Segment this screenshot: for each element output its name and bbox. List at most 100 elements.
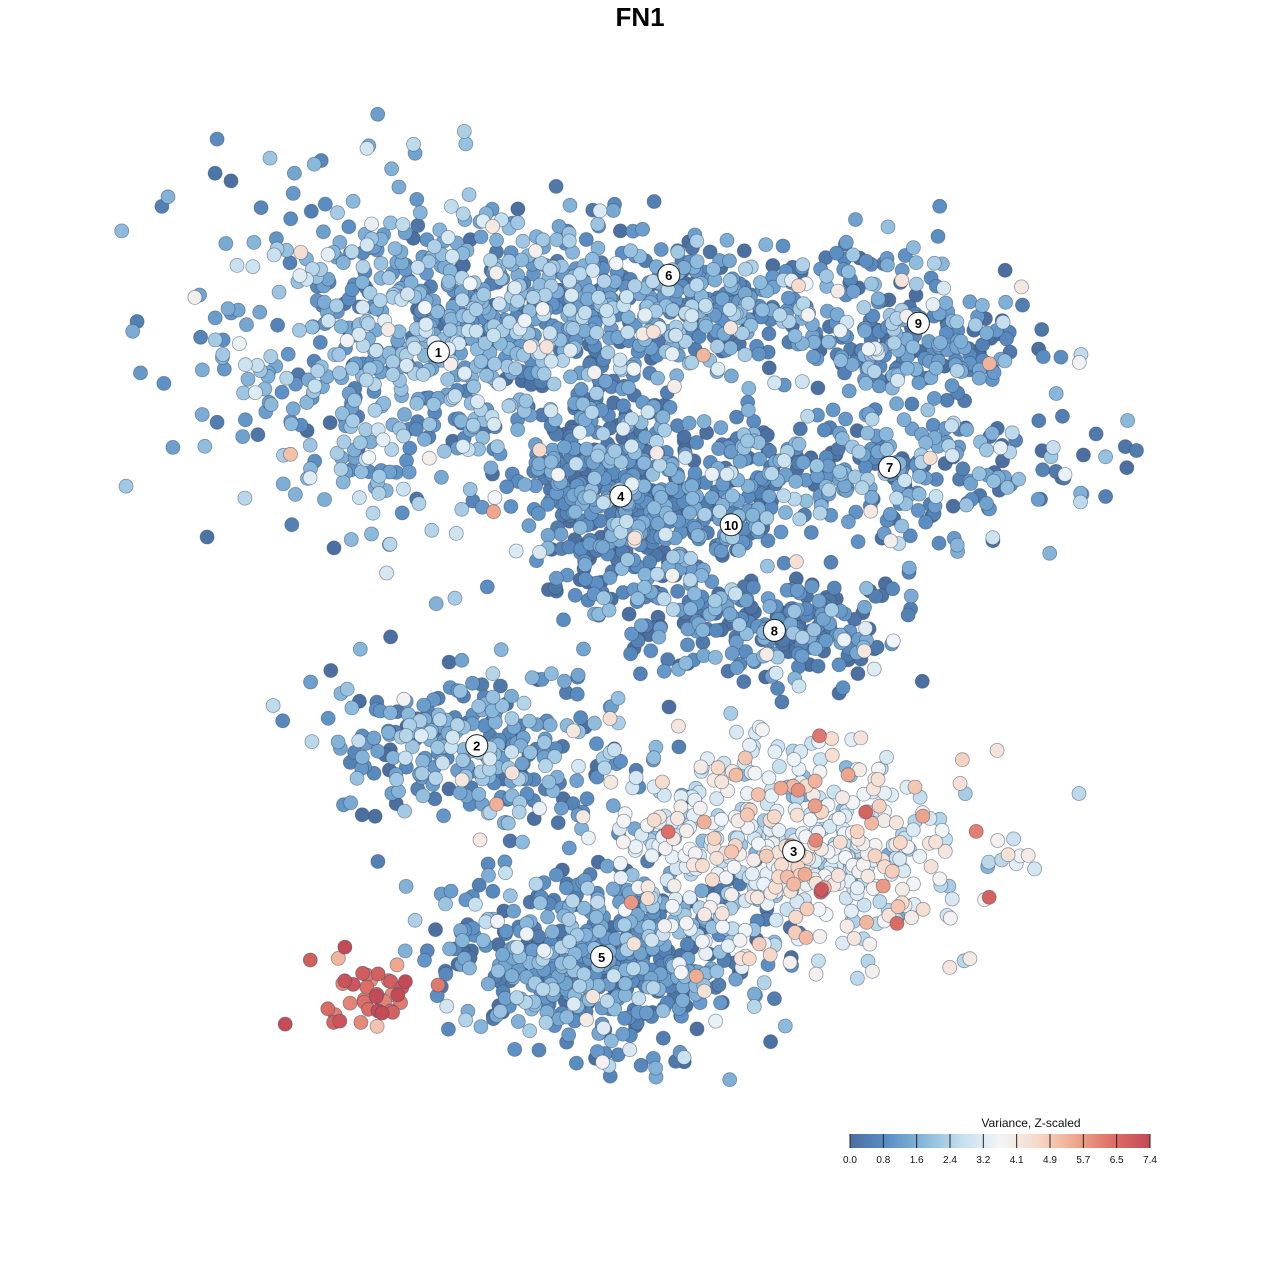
- data-point: [736, 674, 752, 690]
- data-point: [637, 580, 652, 595]
- data-point: [628, 839, 644, 855]
- data-point: [682, 505, 697, 521]
- data-point: [751, 936, 767, 952]
- data-point: [303, 674, 319, 690]
- data-point: [712, 503, 727, 519]
- data-point: [545, 924, 560, 940]
- data-point: [569, 773, 585, 789]
- data-point: [320, 1001, 336, 1017]
- data-point: [729, 724, 744, 740]
- data-point: [246, 234, 262, 250]
- data-point: [349, 770, 365, 786]
- data-point: [763, 1034, 778, 1050]
- svg-text:8: 8: [771, 623, 778, 638]
- data-point: [644, 848, 660, 864]
- data-point: [788, 909, 804, 925]
- data-point: [354, 274, 370, 290]
- data-point: [415, 753, 431, 769]
- data-point: [819, 268, 834, 284]
- data-point: [684, 478, 700, 494]
- data-point: [689, 254, 705, 270]
- data-point: [751, 836, 766, 852]
- data-point: [245, 259, 261, 275]
- cluster-label-2: 2: [465, 734, 489, 758]
- data-point: [501, 253, 517, 269]
- data-point: [1004, 425, 1020, 441]
- data-point: [656, 591, 672, 607]
- legend-tick-label: 4.9: [1043, 1155, 1057, 1166]
- data-point: [531, 506, 546, 521]
- data-point: [792, 421, 808, 437]
- data-point: [553, 526, 569, 542]
- data-point: [412, 205, 428, 221]
- data-point: [440, 1021, 456, 1037]
- data-point: [515, 834, 530, 850]
- legend-tick-label: 7.4: [1143, 1155, 1157, 1166]
- data-point: [862, 936, 878, 952]
- data-point: [646, 500, 662, 516]
- data-point: [566, 723, 581, 739]
- data-point: [409, 395, 425, 411]
- data-point: [799, 901, 815, 917]
- data-point: [538, 758, 553, 774]
- data-point: [737, 750, 753, 766]
- data-point: [207, 310, 223, 326]
- data-point: [651, 629, 667, 645]
- data-point: [692, 800, 708, 816]
- data-point: [932, 198, 948, 214]
- data-point: [510, 201, 526, 217]
- data-point: [486, 504, 501, 520]
- data-point: [307, 378, 323, 394]
- data-point: [795, 455, 811, 470]
- data-point: [971, 370, 987, 386]
- data-point: [821, 334, 836, 350]
- data-point: [905, 339, 921, 355]
- data-point: [567, 587, 583, 603]
- data-point: [747, 986, 762, 1002]
- data-point: [899, 360, 915, 376]
- data-point: [657, 918, 672, 934]
- data-point: [689, 435, 704, 450]
- data-point: [522, 1023, 538, 1039]
- data-point: [339, 681, 355, 697]
- data-point: [304, 319, 320, 335]
- data-point: [839, 918, 855, 934]
- data-point: [235, 429, 251, 445]
- data-point: [592, 923, 607, 939]
- data-point: [1048, 386, 1064, 401]
- data-point: [293, 244, 309, 260]
- data-point: [626, 961, 641, 977]
- data-point: [787, 603, 802, 619]
- data-point: [648, 1060, 664, 1076]
- data-point: [344, 360, 360, 376]
- data-point: [1000, 847, 1016, 863]
- data-point: [426, 239, 442, 255]
- data-point: [537, 735, 552, 750]
- data-point: [649, 445, 665, 461]
- data-point: [858, 253, 874, 269]
- data-point: [322, 415, 338, 431]
- data-point: [455, 438, 471, 454]
- data-point: [471, 877, 487, 893]
- data-point: [696, 414, 712, 429]
- data-point: [788, 473, 804, 489]
- svg-text:10: 10: [724, 518, 738, 533]
- data-point: [926, 255, 942, 271]
- data-point: [165, 439, 181, 455]
- data-point: [746, 852, 762, 868]
- data-point: [602, 711, 618, 726]
- data-point: [745, 507, 761, 523]
- data-point: [676, 1050, 692, 1065]
- data-point: [432, 712, 448, 727]
- data-point: [384, 161, 400, 177]
- data-point: [762, 947, 778, 963]
- cluster-label-9: 9: [906, 311, 930, 335]
- data-point: [653, 489, 669, 505]
- cluster-label-7: 7: [878, 455, 902, 479]
- data-point: [544, 666, 559, 682]
- data-point: [347, 392, 362, 408]
- data-point: [673, 965, 689, 980]
- data-point: [897, 473, 913, 488]
- data-point: [680, 637, 695, 653]
- data-point: [588, 909, 604, 925]
